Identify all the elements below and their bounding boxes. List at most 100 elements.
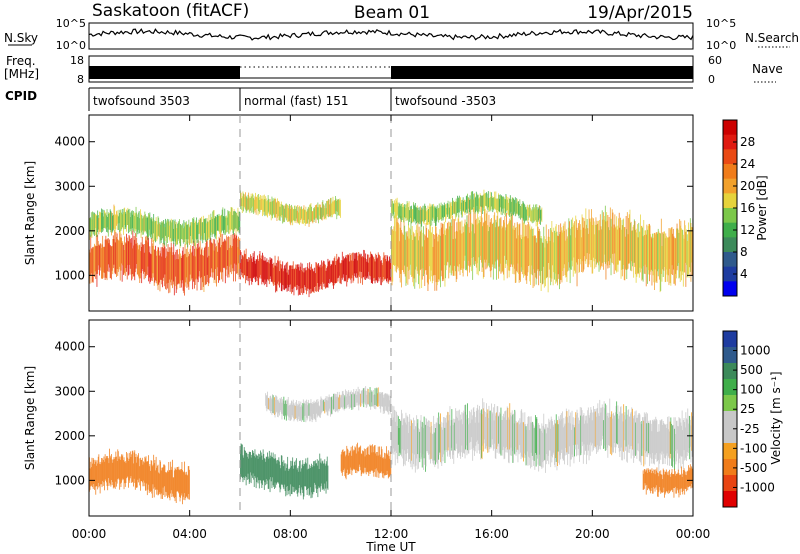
heatmap-cell xyxy=(101,462,103,488)
heatmap-cell xyxy=(667,429,669,457)
heatmap-cell xyxy=(338,397,340,409)
heatmap-cell xyxy=(313,271,314,292)
heatmap-cell xyxy=(254,449,256,476)
heatmap-cell xyxy=(465,201,467,213)
heatmap-cell xyxy=(443,417,445,451)
heatmap-cell xyxy=(278,261,280,282)
date-title: 19/Apr/2015 xyxy=(587,3,693,23)
heatmap-cell xyxy=(235,234,237,265)
heatmap-cell xyxy=(396,222,398,270)
heatmap-cell xyxy=(390,460,392,478)
heatmap-cell xyxy=(616,401,618,444)
heatmap-cell xyxy=(112,235,114,269)
heatmap-cell xyxy=(185,223,187,245)
heatmap-cell xyxy=(260,258,261,275)
heatmap-cell xyxy=(481,205,482,263)
nave-label: Nave xyxy=(752,62,783,76)
heatmap-cell xyxy=(435,226,437,283)
heatmap-cell xyxy=(260,452,262,484)
heatmap-cell xyxy=(277,260,278,284)
heatmap-cell xyxy=(136,237,138,264)
heatmap-cell xyxy=(366,447,368,472)
heatmap-cell xyxy=(261,455,263,488)
heatmap-cell xyxy=(229,236,231,267)
heatmap-cell xyxy=(684,474,686,489)
heatmap-cell xyxy=(308,468,310,496)
heatmap-cell xyxy=(318,204,320,216)
heatmap-cell xyxy=(499,218,501,264)
heatmap-cell xyxy=(270,395,272,414)
heatmap-cell xyxy=(421,207,423,227)
heatmap-cell xyxy=(690,468,692,489)
heatmap-cell xyxy=(186,224,188,240)
heatmap-cell xyxy=(458,198,460,218)
heatmap-cell xyxy=(311,467,313,498)
heatmap-cell xyxy=(499,413,501,454)
heatmap-cell xyxy=(357,391,358,403)
heatmap-cell xyxy=(522,412,524,458)
heatmap-cell xyxy=(155,220,156,243)
heatmap-cell xyxy=(645,230,647,275)
heatmap-cell xyxy=(193,240,195,282)
heatmap-cell xyxy=(93,459,95,484)
nsky-tick-bottom: 10^0 xyxy=(56,39,86,52)
heatmap-cell xyxy=(547,427,549,456)
heatmap-cell xyxy=(162,243,164,281)
heatmap-cell xyxy=(633,219,635,263)
heatmap-cell xyxy=(595,408,597,449)
heatmap-cell xyxy=(618,418,619,448)
heatmap-cell xyxy=(688,465,689,488)
heatmap-cell xyxy=(278,200,280,221)
heatmap-cell xyxy=(550,428,552,468)
heatmap-cell xyxy=(149,246,151,284)
heatmap-cell xyxy=(118,240,120,270)
heatmap-cell xyxy=(293,403,295,422)
heatmap-cell xyxy=(581,214,583,262)
heatmap-cell xyxy=(399,227,401,283)
heatmap-cell xyxy=(642,236,644,282)
heatmap-cell xyxy=(616,413,618,445)
heatmap-cell xyxy=(651,238,653,286)
heatmap-cell xyxy=(267,195,269,214)
heatmap-cell xyxy=(292,265,294,293)
heatmap-cell xyxy=(206,223,207,239)
heatmap-cell xyxy=(180,469,182,496)
heatmap-cell xyxy=(271,456,273,489)
heatmap-cell xyxy=(623,218,625,265)
heatmap-cell xyxy=(433,234,435,276)
heatmap-cell xyxy=(678,232,680,279)
heatmap-cell xyxy=(504,216,506,256)
heatmap-cell xyxy=(298,465,300,489)
heatmap-cell xyxy=(348,455,350,475)
heatmap-cell xyxy=(494,198,496,210)
heatmap-cell xyxy=(210,213,212,236)
heatmap-cell xyxy=(181,225,183,240)
heatmap-cell xyxy=(338,257,340,276)
heatmap-cell xyxy=(299,406,301,421)
heatmap-cell xyxy=(167,470,168,499)
heatmap-cell xyxy=(212,210,214,234)
heatmap-cell xyxy=(613,415,615,443)
heatmap-cell xyxy=(257,259,259,286)
heatmap-cell xyxy=(682,234,684,287)
heatmap-cell xyxy=(365,454,367,475)
heatmap-cell xyxy=(237,247,239,275)
heatmap-cell xyxy=(538,425,540,455)
heatmap-cell xyxy=(647,226,649,271)
heatmap-cell xyxy=(592,225,594,274)
heatmap-cell xyxy=(168,462,170,496)
heatmap-cell xyxy=(326,456,328,489)
heatmap-cell xyxy=(235,211,236,229)
heatmap-cell xyxy=(303,463,305,497)
heatmap-cell xyxy=(366,261,368,278)
heatmap-cell xyxy=(276,396,278,412)
heatmap-cell xyxy=(530,229,531,285)
beam-title: Beam 01 xyxy=(354,3,430,23)
heatmap-cell xyxy=(477,194,479,214)
heatmap-cell xyxy=(249,452,251,483)
heatmap-cell xyxy=(185,248,187,278)
heatmap-cell xyxy=(612,413,614,452)
heatmap-cell xyxy=(147,216,149,240)
heatmap-cell xyxy=(497,406,499,447)
